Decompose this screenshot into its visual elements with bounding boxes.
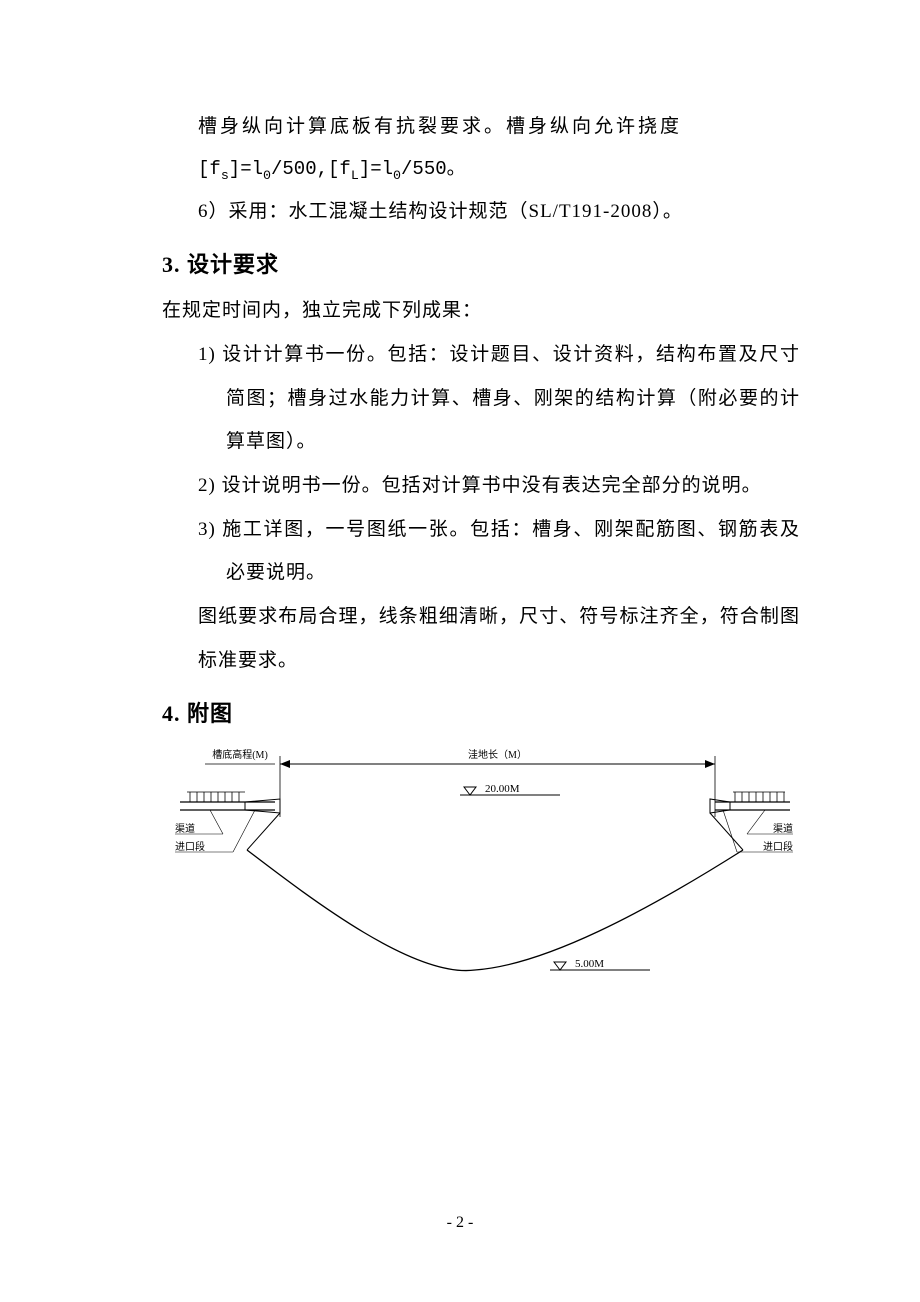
deflection-formula: [fs]=l0/500,[fL]=l0/550。 bbox=[198, 149, 800, 190]
svg-text:洼地长（M）: 洼地长（M） bbox=[468, 748, 527, 761]
crack-resistance-text: 槽身纵向计算底板有抗裂要求。槽身纵向允许挠度 bbox=[198, 105, 800, 149]
heading-design-requirements: 3. 设计要求 bbox=[162, 247, 800, 279]
svg-text:进口段: 进口段 bbox=[175, 840, 205, 853]
page-number: - 2 - bbox=[0, 1214, 920, 1232]
svg-text:5.00M: 5.00M bbox=[575, 958, 604, 970]
drawing-requirements: 图纸要求布局合理，线条粗细清晰，尺寸、符号标注齐全，符合制图标准要求。 bbox=[198, 595, 800, 682]
requirement-3: 3) 施工详图，一号图纸一张。包括：槽身、刚架配筋图、钢筋表及必要说明。 bbox=[198, 508, 800, 595]
svg-text:渠道: 渠道 bbox=[175, 822, 195, 835]
svg-text:槽底高程(M): 槽底高程(M) bbox=[212, 748, 268, 761]
svg-text:20.00M: 20.00M bbox=[485, 783, 520, 795]
intro-text: 在规定时间内，独立完成下列成果： bbox=[162, 289, 800, 333]
svg-text:渠道: 渠道 bbox=[773, 822, 793, 835]
heading-attached-figure: 4. 附图 bbox=[162, 696, 800, 728]
requirement-1: 1) 设计计算书一份。包括：设计题目、设计资料，结构布置及尺寸简图；槽身过水能力… bbox=[198, 333, 800, 464]
figure-valley-section: 洼地长（M） 槽底高程(M) 20.00M 5.00M 渠道进口段 渠道进口段 bbox=[175, 740, 800, 1005]
requirement-2: 2) 设计说明书一份。包括对计算书中没有表达完全部分的说明。 bbox=[198, 464, 800, 508]
item-6-standard: 6）采用：水工混凝土结构设计规范（SL/T191-2008）。 bbox=[198, 190, 800, 234]
valley-section-svg: 洼地长（M） 槽底高程(M) 20.00M 5.00M 渠道进口段 渠道进口段 bbox=[175, 740, 795, 1000]
svg-text:进口段: 进口段 bbox=[763, 840, 793, 853]
